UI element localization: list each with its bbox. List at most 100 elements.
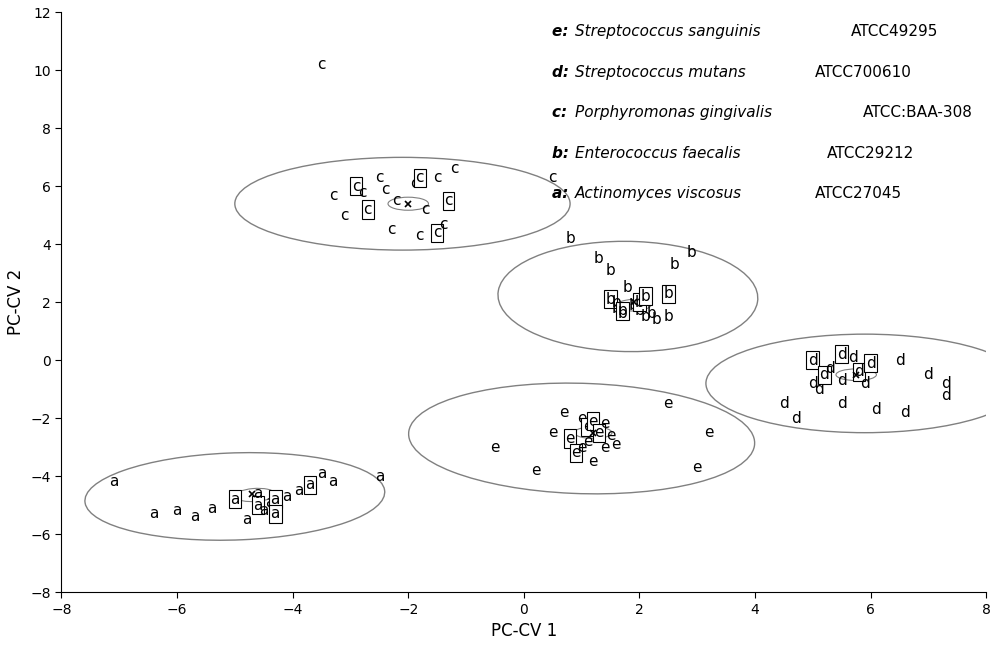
Text: b: b [611,301,621,316]
Text: e: e [577,440,586,455]
Text: a: a [375,468,384,484]
Text: b: b [623,280,633,295]
Text: a: a [253,498,263,512]
Text: Enterococcus faecalis: Enterococcus faecalis [575,146,745,160]
Text: e: e [588,413,598,428]
Text: c: c [392,193,401,208]
Text: e: e [560,405,569,420]
Text: e: e [588,454,598,469]
Text: d: d [854,364,864,379]
Text: e: e [600,440,610,455]
Text: e: e [606,428,615,443]
Text: c: c [340,208,349,223]
Text: b: b [617,307,627,322]
Text: c: c [416,228,424,243]
Text: a: a [109,474,118,489]
Text: d: d [941,388,951,402]
Text: b: b [635,295,644,310]
Text: ATCC700610: ATCC700610 [815,65,912,80]
Text: d: d [895,353,904,367]
Text: d: d [837,396,847,411]
Text: c: c [421,202,430,217]
Text: b: b [565,231,575,246]
Text: e: e [490,440,500,455]
Text: a: a [242,512,251,527]
Text: a: a [294,483,303,498]
Text: d: d [808,353,818,367]
Text: e: e [583,434,592,449]
Text: e: e [548,425,557,440]
Text: d: d [779,396,789,411]
Text: b: b [652,312,662,327]
Text: b: b [629,298,639,313]
Text: a: a [305,477,315,492]
Text: a: a [253,486,263,501]
Text: d:: d: [552,65,574,80]
Text: d: d [900,405,910,420]
Text: a:: a: [552,186,573,201]
Text: a: a [172,503,182,518]
Text: Streptococcus sanguinis: Streptococcus sanguinis [575,24,765,39]
Text: b: b [594,251,604,267]
Text: a: a [271,507,280,521]
Text: a: a [259,503,268,518]
Text: d: d [872,402,881,417]
Text: b: b [617,303,627,318]
Text: c: c [439,217,447,232]
Text: b: b [663,309,673,324]
Text: c: c [317,57,326,72]
Text: b: b [687,245,696,261]
Text: a: a [317,466,326,481]
Text: d: d [820,367,829,382]
Text: d: d [848,350,858,365]
Text: a: a [207,501,216,516]
Text: d: d [941,376,951,391]
Text: d: d [814,382,824,397]
Text: c: c [416,170,424,185]
Text: d: d [808,376,818,391]
Text: ATCC29212: ATCC29212 [827,146,914,160]
Text: d: d [825,362,835,377]
Text: b: b [646,307,656,322]
Text: a: a [328,474,338,489]
Text: e: e [600,417,610,432]
Text: a: a [265,495,274,510]
Text: b: b [640,289,650,304]
Text: c: c [444,193,453,208]
Text: b: b [611,295,621,310]
Text: Porphyromonas gingivalis: Porphyromonas gingivalis [575,105,777,120]
Text: d: d [837,347,847,362]
Text: b: b [606,292,615,307]
Text: Streptococcus mutans: Streptococcus mutans [575,65,750,80]
Text: c: c [548,170,557,185]
Text: d: d [924,367,933,382]
Text: e: e [692,460,702,475]
Text: c: c [358,184,366,200]
Text: e: e [565,431,575,446]
Text: a: a [282,489,292,504]
Text: c:: c: [552,105,572,120]
Text: e: e [531,463,540,478]
Text: c: c [352,179,360,194]
Text: b: b [663,286,673,301]
Text: c: c [381,182,389,197]
Text: d: d [791,411,800,426]
Text: c: c [375,170,384,185]
Text: c: c [364,202,372,217]
Text: Actinomyces viscosus: Actinomyces viscosus [575,186,747,201]
Text: d: d [860,376,870,391]
Text: ATCC49295: ATCC49295 [851,24,939,39]
Text: c: c [433,170,441,185]
Text: ATCC27045: ATCC27045 [815,186,902,201]
Text: e: e [612,437,621,452]
Text: a: a [149,507,159,521]
Text: a: a [190,509,199,524]
Text: c: c [450,162,459,177]
Text: e:: e: [552,24,573,39]
Text: b: b [640,309,650,324]
Text: b: b [669,257,679,272]
Text: a: a [230,492,240,507]
Text: e: e [594,425,604,440]
Text: c: c [387,223,395,237]
Text: e: e [583,419,592,434]
